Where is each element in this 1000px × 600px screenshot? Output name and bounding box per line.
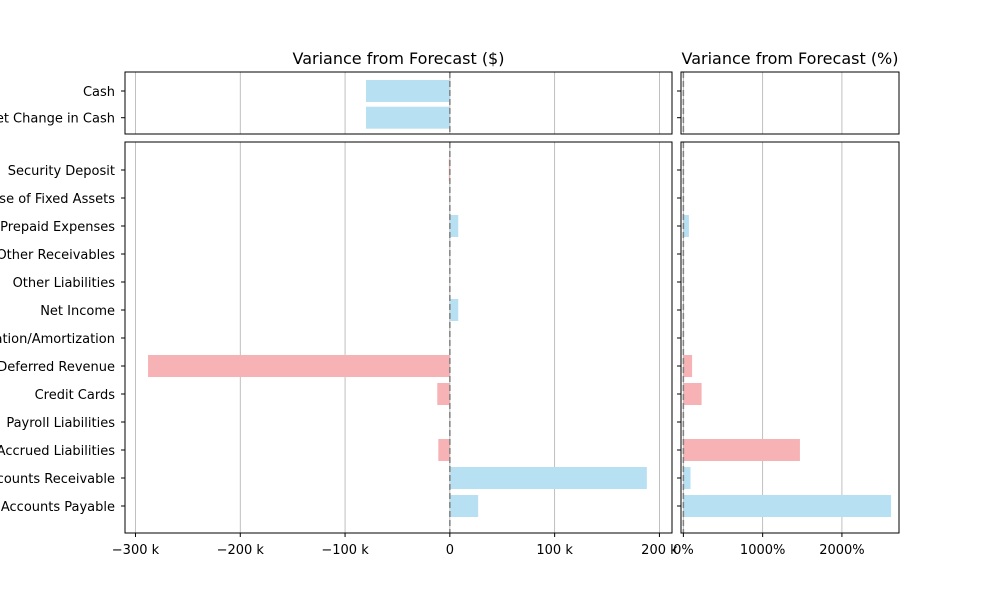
left-panel-title: Variance from Forecast ($)	[293, 49, 505, 68]
percent-bottom-bar	[683, 495, 892, 517]
percent-xtick-label: 0%	[673, 543, 694, 558]
category-label: Purchase of Fixed Assets	[0, 192, 115, 207]
category-label: Net Income	[40, 304, 115, 319]
dollar-top-frame	[124, 71, 673, 135]
dollar-xtick-label: 200 k	[641, 543, 678, 558]
dollar-bottom-bar	[449, 299, 459, 321]
percent-top-background	[681, 72, 899, 134]
dollar-top-bar	[366, 106, 450, 129]
percent-bottom-background	[681, 142, 899, 533]
percent-bottom-bar	[683, 215, 689, 237]
dollar-xtick-label: −300 k	[112, 543, 160, 558]
percent-bottom-bar	[683, 383, 702, 405]
dollar-xtick-label: −200 k	[217, 543, 265, 558]
category-label: Other Receivables	[0, 248, 115, 263]
dollar-bottom-bar	[449, 495, 479, 517]
right-panel-title: Variance from Forecast (%)	[682, 49, 899, 68]
dollar-top-bar	[366, 80, 450, 102]
percent-top-axes	[677, 71, 900, 135]
percent-bottom-bar	[683, 439, 800, 461]
dollar-bottom-axes	[121, 141, 673, 537]
percent-bottom-bar	[683, 467, 691, 489]
percent-top-frame	[680, 71, 900, 135]
category-label: Accounts Receivable	[0, 472, 115, 487]
dollar-bottom-bar	[437, 383, 450, 405]
category-label: Payroll Liabilities	[6, 416, 115, 431]
category-label: Cash	[83, 85, 115, 100]
percent-xtick-label: 2000%	[819, 543, 864, 558]
dollar-top-axes	[121, 71, 673, 135]
dollar-bottom-bar	[438, 439, 450, 461]
dollar-xtick-label: 0	[446, 543, 454, 558]
category-label: Prepaid Expenses	[0, 220, 115, 235]
dollar-xtick-label: 100 k	[536, 543, 573, 558]
category-label: Other Liabilities	[13, 276, 116, 291]
category-label: Net Change in Cash	[0, 112, 115, 127]
category-label: Depreciation/Amortization	[0, 332, 115, 347]
category-label: Accrued Liabilities	[0, 444, 115, 459]
percent-xtick-label: 1000%	[740, 543, 785, 558]
dollar-bottom-bar	[449, 467, 647, 489]
dollar-xtick-label: −100 k	[321, 543, 369, 558]
category-label: Credit Cards	[35, 388, 116, 403]
dollar-bottom-bar	[148, 355, 450, 377]
percent-bottom-axes	[677, 141, 900, 537]
percent-bottom-bar	[683, 355, 693, 377]
dollar-bottom-bar	[449, 215, 459, 237]
category-label: Security Deposit	[8, 164, 115, 179]
category-label: Accounts Payable	[1, 500, 115, 515]
category-label: Deferred Revenue	[0, 360, 115, 375]
